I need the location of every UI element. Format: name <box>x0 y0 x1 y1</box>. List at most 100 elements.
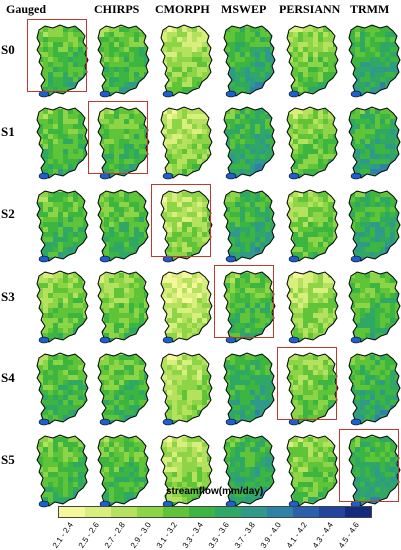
grid-cell <box>83 343 88 346</box>
basin-map-svg <box>160 189 215 263</box>
basin-map-svg <box>97 189 150 263</box>
grid-cell <box>250 47 255 52</box>
grid-cell <box>212 207 215 212</box>
grid-cell <box>63 154 68 159</box>
grid-cell <box>43 247 48 252</box>
grid-cell <box>275 298 278 303</box>
grid-cell <box>370 25 375 27</box>
grid-cell <box>134 144 139 149</box>
grid-cell <box>240 144 245 149</box>
grid-cell <box>182 318 187 323</box>
grid-cell <box>162 222 167 227</box>
grid-cell <box>380 212 385 217</box>
grid-cell <box>318 212 323 217</box>
grid-cell <box>350 159 355 164</box>
grid-cell <box>58 217 63 222</box>
grid-cell <box>250 207 255 212</box>
grid-cell <box>53 109 58 114</box>
grid-cell <box>245 273 250 278</box>
grid-cell <box>275 119 278 124</box>
grid-cell <box>275 343 278 346</box>
grid-cell <box>73 380 78 385</box>
grid-cell <box>202 318 207 323</box>
grid-cell <box>240 129 245 134</box>
grid-cell <box>293 67 298 72</box>
grid-cell <box>260 323 265 328</box>
grid-cell <box>37 107 38 109</box>
grid-cell <box>167 37 172 42</box>
grid-cell <box>38 57 43 62</box>
grid-cell <box>260 37 265 42</box>
grid-cell <box>48 288 53 293</box>
grid-cell <box>99 343 104 346</box>
grid-cell <box>313 202 318 207</box>
grid-cell <box>109 247 114 252</box>
grid-cell <box>48 333 53 338</box>
grid-cell <box>255 328 260 333</box>
grid-cell <box>230 273 235 278</box>
grid-cell <box>172 52 177 57</box>
grid-cell <box>78 67 83 72</box>
grid-cell <box>303 179 308 182</box>
grid-cell <box>385 242 390 247</box>
grid-cell <box>270 164 275 169</box>
grid-cell <box>124 222 129 227</box>
grid-cell <box>88 400 91 405</box>
grid-cell <box>192 273 197 278</box>
grid-cell <box>360 283 365 288</box>
grid-cell <box>98 227 99 232</box>
grid-cell <box>192 109 197 114</box>
grid-cell <box>83 333 88 338</box>
grid-cell <box>129 360 134 365</box>
grid-cell <box>78 313 83 318</box>
grid-cell <box>78 107 83 109</box>
grid-cell <box>88 268 91 273</box>
grid-cell <box>63 42 68 47</box>
grid-cell <box>129 92 134 96</box>
grid-cell <box>149 323 152 328</box>
grid-cell <box>172 37 177 42</box>
grid-cell <box>144 129 149 134</box>
grid-cell <box>129 129 134 134</box>
grid-cell <box>157 97 162 100</box>
grid-cell <box>172 82 177 87</box>
grid-cell <box>318 343 323 346</box>
grid-cell <box>182 313 187 318</box>
grid-cell <box>38 97 43 100</box>
grid-cell <box>58 47 63 52</box>
grid-cell <box>202 202 207 207</box>
basin-map-s4-gauged <box>33 350 91 428</box>
grid-cell <box>78 318 83 323</box>
grid-cell <box>58 410 63 415</box>
grid-cell <box>43 62 48 67</box>
grid-cell <box>270 92 275 96</box>
grid-cell <box>172 87 177 92</box>
grid-cell <box>338 104 341 109</box>
grid-cell <box>134 360 139 365</box>
grid-cell <box>375 42 380 47</box>
grid-cell <box>318 97 323 100</box>
grid-cell <box>177 37 182 42</box>
grid-cell <box>240 242 245 247</box>
grid-cell <box>293 82 298 87</box>
grid-cell <box>109 338 114 342</box>
grid-cell <box>240 119 245 124</box>
grid-cell <box>390 169 395 174</box>
grid-cell <box>293 192 298 197</box>
grid-cell <box>139 207 144 212</box>
grid-cell <box>78 343 83 346</box>
grid-cell <box>207 222 212 227</box>
grid-cell <box>328 52 333 57</box>
grid-cell <box>293 97 298 100</box>
grid-cell <box>33 425 38 428</box>
grid-cell <box>177 283 182 288</box>
grid-cell <box>68 97 73 100</box>
grid-cell <box>202 47 207 52</box>
grid-cell <box>104 144 109 149</box>
grid-cell <box>129 271 134 273</box>
grid-cell <box>68 390 73 395</box>
grid-cell <box>37 139 38 144</box>
grid-cell <box>58 318 63 323</box>
grid-cell <box>68 365 73 370</box>
grid-cell <box>37 395 38 400</box>
